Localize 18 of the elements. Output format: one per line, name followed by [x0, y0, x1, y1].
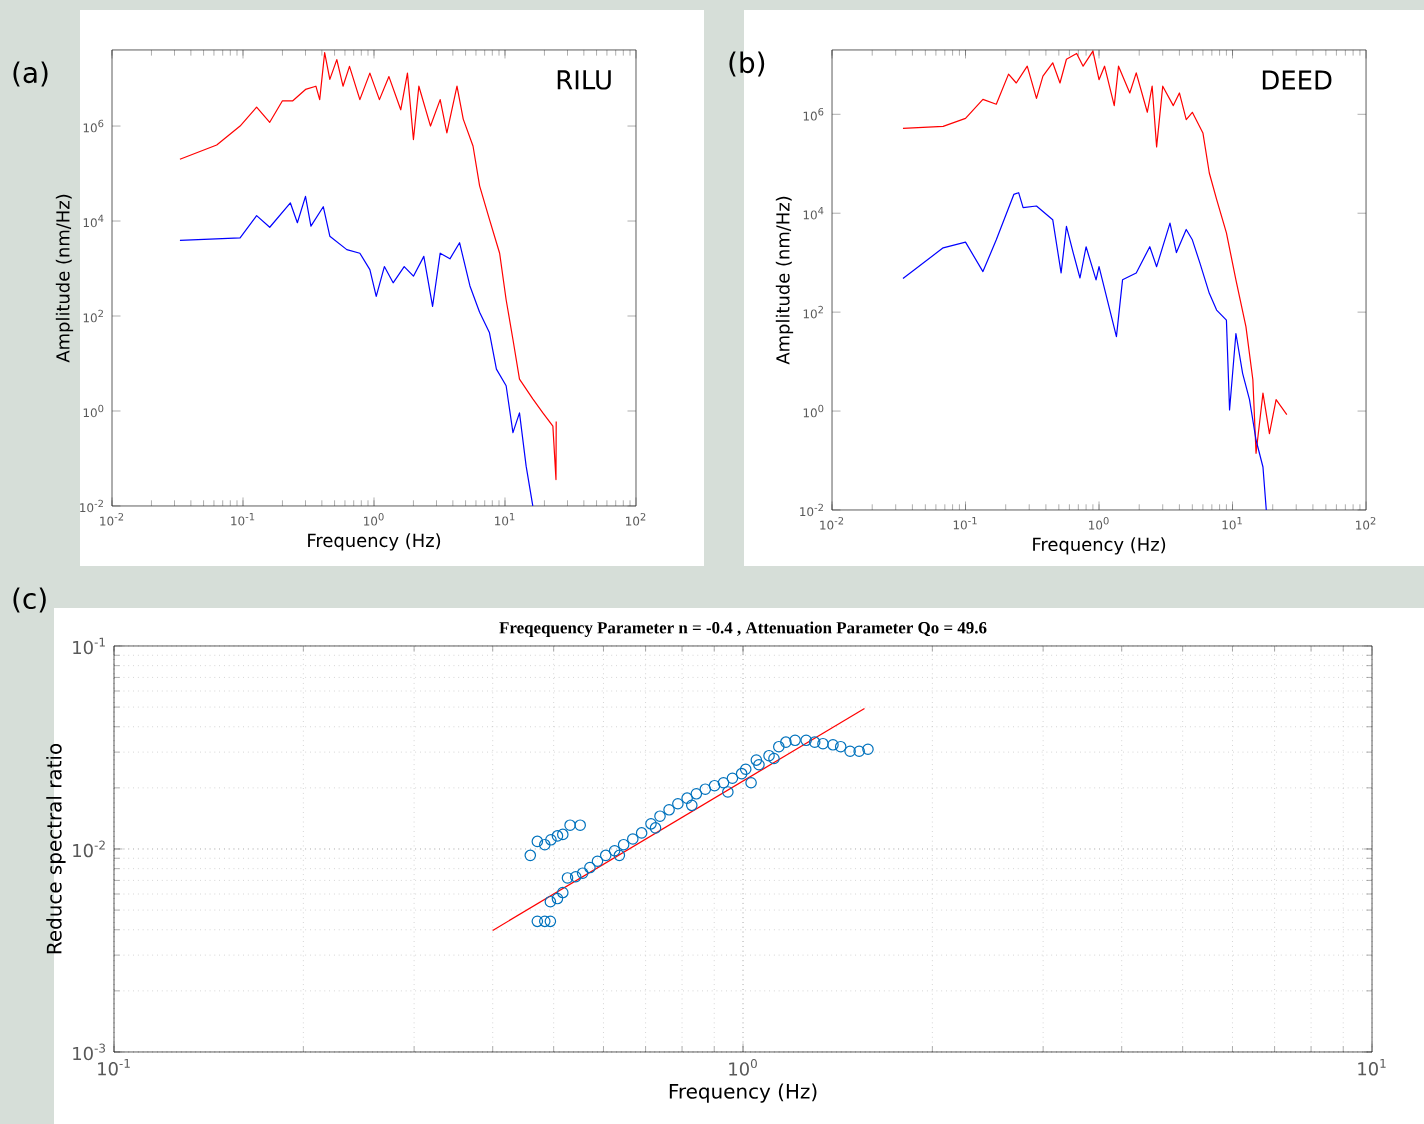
annotation: RILU — [557, 70, 611, 90]
y-tick-label: 10$^{-3}$ — [73, 1043, 106, 1061]
x-tick-label: 10$^{-1}$ — [98, 1059, 130, 1076]
text: (a) — [13, 61, 48, 87]
y-axis-title: Reduce spectral ratio — [46, 743, 66, 954]
annotation: DEED — [1262, 70, 1332, 90]
y-axis-title: Amplitude (nm/Hz) — [55, 194, 74, 363]
x-tick-label: 10$^{0}$ — [729, 1059, 757, 1076]
x-axis-title: Frequency (Hz) — [669, 1083, 817, 1103]
y-tick-label: 10$^{-1}$ — [73, 637, 105, 655]
y-axis-title: Amplitude (nm/Hz) — [775, 196, 794, 365]
text: (b) — [729, 51, 765, 77]
text: (c) — [13, 587, 46, 613]
chart-title: Freqequency Parameter n = -0.4 , Attenuation Parameter Qo = 49.6 — [499, 621, 987, 637]
x-tick-label: 10$^{1}$ — [1358, 1059, 1386, 1076]
y-tick-label: 10$^{-2}$ — [73, 840, 105, 858]
x-axis-title: Frequency (Hz) — [1033, 537, 1166, 555]
x-axis-title: Frequency (Hz) — [308, 533, 441, 551]
